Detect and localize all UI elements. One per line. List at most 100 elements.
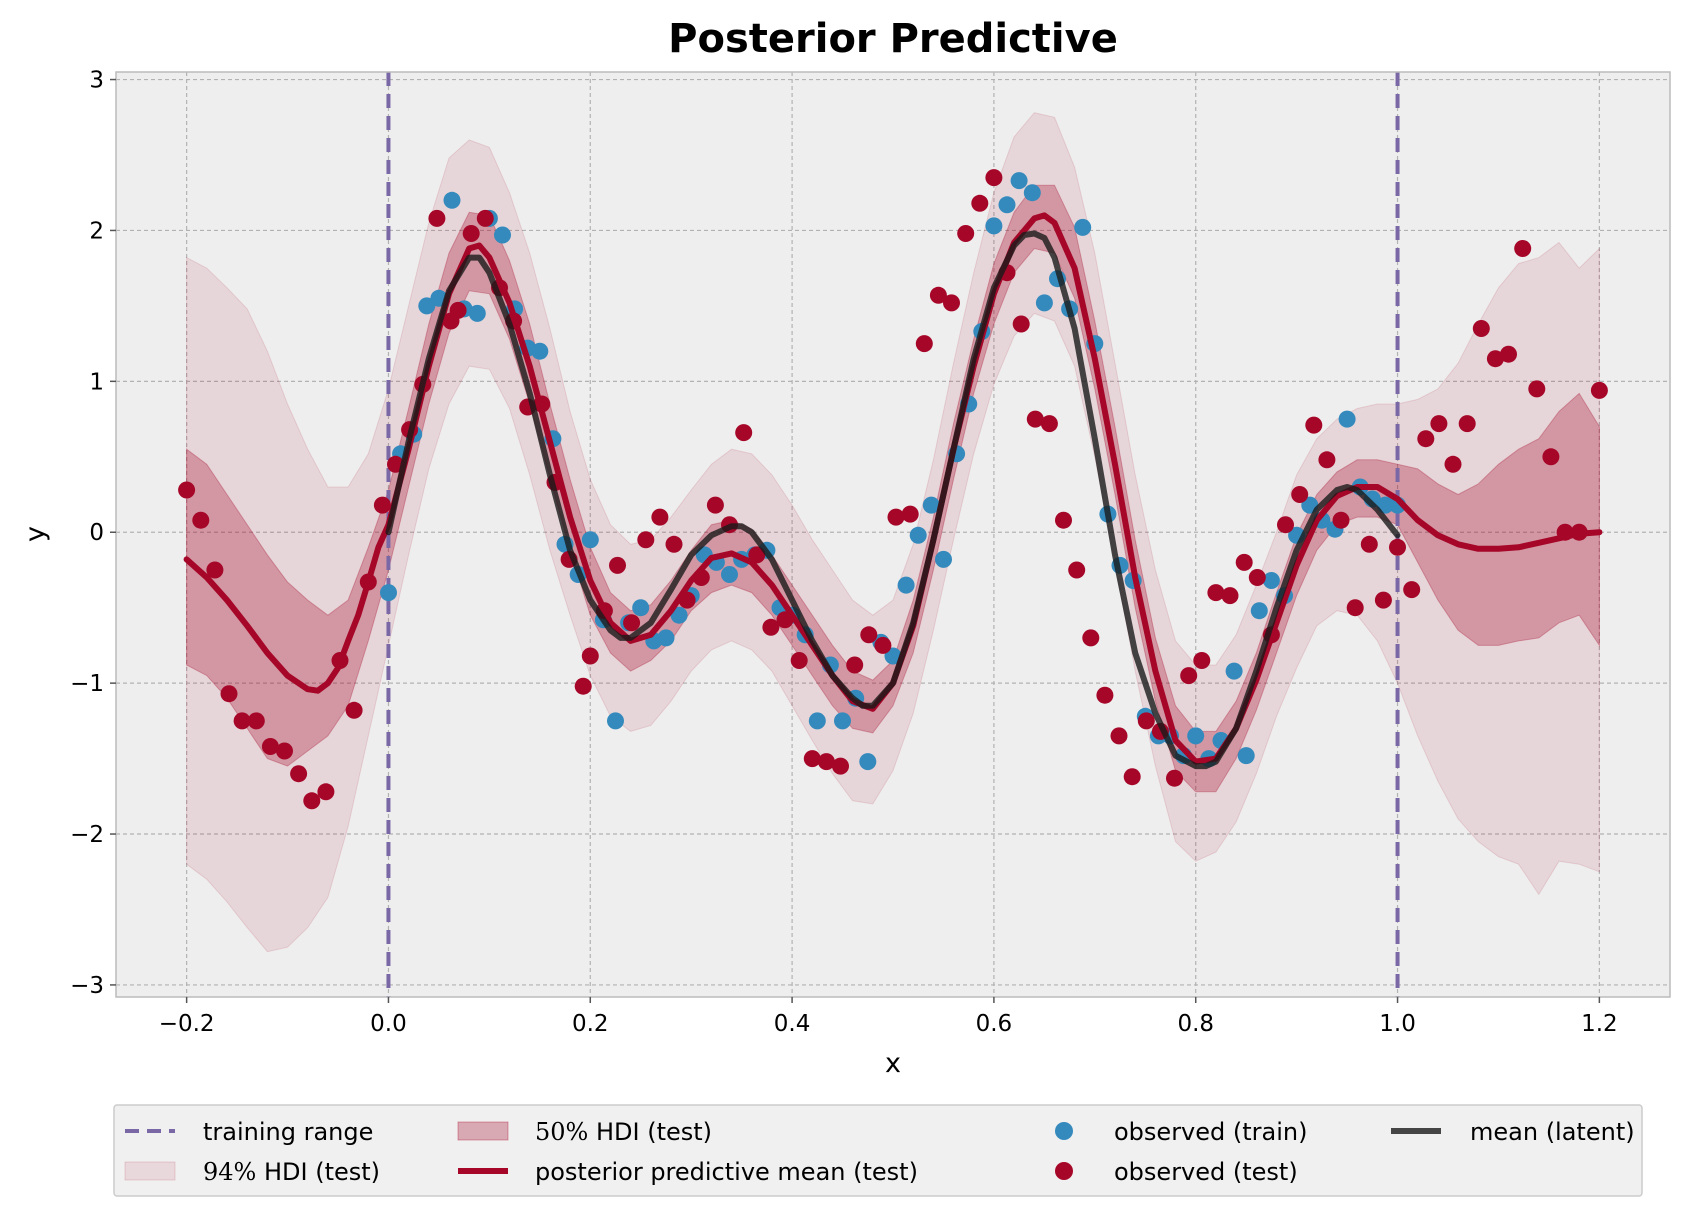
y-axis-label: y: [20, 526, 51, 542]
observed-test-point: [929, 286, 947, 304]
plot-background: [116, 72, 1670, 997]
observed-test-point: [985, 169, 1003, 187]
observed-test-point: [1403, 581, 1421, 599]
x-tick-label: 0.8: [1177, 1011, 1214, 1037]
observed-test-point: [1486, 350, 1504, 368]
observed-test-point: [581, 647, 599, 665]
plot-area: [178, 72, 1608, 997]
observed-train-point: [607, 712, 624, 730]
observed-test-point: [1417, 430, 1435, 448]
observed-train-point: [721, 566, 738, 583]
observed-train-point: [443, 191, 461, 209]
observed-test-point: [790, 652, 808, 669]
observed-train-point: [935, 550, 952, 568]
observed-train-point: [859, 753, 877, 771]
observed-test-point: [651, 508, 669, 526]
legend: training range 94% HDI (test) 50% HDI (t…: [113, 1104, 1643, 1197]
observed-test-point: [1012, 315, 1030, 333]
observed-train-point: [834, 712, 851, 730]
observed-test-point: [623, 614, 641, 632]
observed-train-point: [884, 647, 902, 665]
observed-test-point: [373, 496, 391, 514]
observed-train-point: [985, 217, 1003, 235]
x-tick-label: 0.4: [774, 1011, 811, 1037]
observed-test-point: [1110, 727, 1128, 745]
observed-test-point: [1040, 415, 1058, 433]
observed-train-point: [468, 304, 486, 322]
observed-train-point: [531, 342, 549, 360]
x-tick-label: 1.0: [1379, 1011, 1416, 1037]
observed-test-point: [462, 225, 480, 242]
observed-test-point: [1291, 486, 1309, 503]
observed-test-point: [1458, 415, 1476, 433]
observed-test-point: [1542, 448, 1560, 466]
observed-test-point: [1221, 587, 1239, 605]
x-tick-label: 0.6: [976, 1011, 1013, 1037]
observed-test-point: [220, 685, 238, 703]
observed-train-point: [380, 584, 397, 602]
observed-test-point: [1514, 240, 1532, 257]
observed-test-point: [290, 765, 308, 783]
observed-test-point: [762, 618, 780, 636]
observed-test-point: [206, 561, 224, 579]
observed-test-point: [957, 225, 975, 242]
observed-test-point: [574, 677, 592, 695]
observed-test-point: [1318, 451, 1336, 469]
observed-test-point: [476, 209, 494, 227]
observed-test-point: [846, 656, 864, 674]
observed-test-point: [303, 792, 321, 810]
y-tick-label: 2: [89, 218, 104, 244]
observed-test-point: [192, 511, 210, 529]
observed-test-point: [1082, 629, 1100, 647]
x-axis-label: x: [885, 1048, 901, 1079]
observed-test-point: [1360, 535, 1378, 553]
legend-label-training-range: training range: [203, 1118, 373, 1146]
observed-test-point: [1346, 599, 1364, 617]
observed-train-point: [1250, 602, 1268, 620]
observed-test-point: [1180, 667, 1198, 685]
observed-test-point: [1305, 416, 1323, 434]
observed-test-point: [247, 712, 265, 730]
observed-test-point: [178, 481, 196, 499]
observed-test-point: [1207, 584, 1225, 602]
legend-label-obs-test: observed (test): [1114, 1158, 1298, 1186]
observed-train-point: [1237, 747, 1255, 765]
observed-test-point: [1166, 769, 1183, 787]
observed-train-point: [632, 599, 650, 617]
observed-train-point: [670, 606, 688, 624]
hdi50-band: [186, 184, 1600, 793]
observed-test-point: [860, 626, 878, 644]
observed-test-point: [449, 301, 467, 319]
observed-test-point: [609, 556, 626, 574]
observed-test-point: [317, 783, 335, 801]
observed-test-point: [1248, 569, 1266, 586]
observed-train-point: [1074, 218, 1092, 236]
y-tick-label: −1: [70, 671, 104, 697]
axis-ticks: −0.2 0.0 0.2 0.4 0.6 0.8 1.0 1.2 −3 −2 −1 0 1 2 3: [70, 68, 1618, 1037]
observed-test-point: [1096, 686, 1114, 704]
observed-train-point: [657, 629, 675, 647]
observed-test-point: [261, 738, 279, 755]
observed-test-point: [1444, 455, 1462, 473]
observed-train-point: [998, 196, 1016, 214]
observed-test-point: [1332, 511, 1350, 529]
observed-test-point: [874, 636, 892, 654]
observed-train-point: [581, 531, 599, 549]
observed-test-point: [1068, 561, 1086, 579]
y-tick-label: 3: [89, 68, 104, 94]
observed-test-point: [1590, 381, 1608, 399]
y-tick-label: 1: [89, 369, 104, 395]
y-tick-label: −2: [70, 822, 104, 848]
observed-test-point: [971, 194, 989, 212]
observed-test-point: [706, 496, 724, 514]
observed-train-point: [418, 297, 436, 315]
observed-train-point: [897, 576, 915, 594]
legend-swatch-hdi94: [124, 1161, 176, 1181]
observed-train-point: [494, 226, 511, 244]
observed-test-point: [1374, 591, 1392, 609]
legend-swatch-hdi50: [457, 1121, 509, 1141]
observed-test-point: [1472, 320, 1490, 337]
observed-train-point: [922, 496, 940, 514]
observed-train-point: [1376, 496, 1394, 514]
